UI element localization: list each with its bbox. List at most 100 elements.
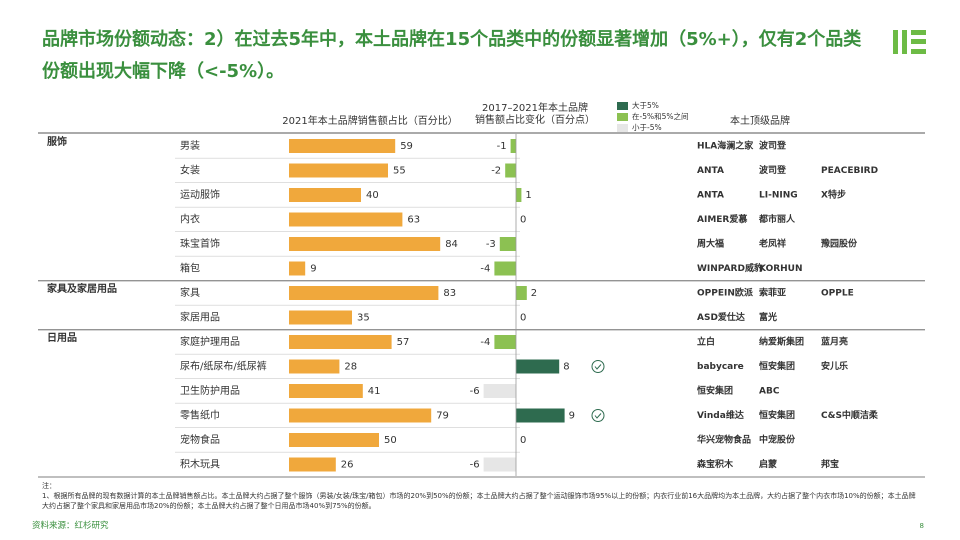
change-bar xyxy=(505,163,516,178)
change-bar xyxy=(494,335,516,349)
share-bar xyxy=(289,384,363,398)
change-bar xyxy=(483,457,516,472)
change-bar xyxy=(510,139,516,153)
brand-logo: OPPEIN欧派 xyxy=(697,287,754,299)
share-header: 2021年本土品牌销售额占比（百分比） xyxy=(282,114,457,127)
logo xyxy=(893,30,926,54)
note-label: 注： xyxy=(42,482,56,490)
category-label: 女装 xyxy=(180,164,200,177)
source: 资料来源：红杉研究 xyxy=(32,521,109,531)
change-value: 0 xyxy=(520,435,526,446)
change-value: -6 xyxy=(470,460,480,471)
category-label: 家居用品 xyxy=(180,311,220,324)
brand-logo: OPPLE xyxy=(821,289,854,299)
category-label: 运动服饰 xyxy=(180,188,220,201)
legend-label: 小于-5% xyxy=(632,123,662,132)
change-value: 1 xyxy=(525,190,531,201)
share-value: 40 xyxy=(366,190,379,201)
slide-title: 品牌市场份额动态：2）在过去5年中，本土品牌在15个品类中的份额显著增加（5%+… xyxy=(42,29,862,82)
change-value: -4 xyxy=(480,337,490,348)
change-bar xyxy=(516,359,560,374)
legend-swatch xyxy=(617,113,628,121)
brand-logo: 老凤祥 xyxy=(758,238,786,250)
category-label: 宠物食品 xyxy=(180,433,220,446)
change-bar xyxy=(494,261,516,276)
change-value: -4 xyxy=(480,264,490,275)
brand-logo: 恒安集团 xyxy=(759,360,795,372)
change-value: -2 xyxy=(491,166,501,177)
share-bar xyxy=(289,212,403,227)
change-bar xyxy=(516,188,522,202)
brand-logo: 豫园股份 xyxy=(821,238,858,250)
share-bar xyxy=(289,237,441,251)
change-value: 2 xyxy=(531,288,537,299)
brand-logo: ABC xyxy=(759,387,780,397)
brand-logo: 启蒙 xyxy=(759,458,777,470)
change-header: 销售额占比变化（百分点） xyxy=(475,113,595,126)
share-value: 79 xyxy=(436,411,449,422)
brand-logo: 华兴宠物食品 xyxy=(697,434,751,446)
brand-logo: LI-NING xyxy=(759,191,798,201)
brand-logo: ASD爱仕达 xyxy=(697,311,745,323)
brand-logo: Vinda维达 xyxy=(697,409,744,421)
brand-logo: ANTA xyxy=(697,166,724,176)
brand-logo: 中宠股份 xyxy=(759,434,796,446)
brand-logo: WINPARD威豹 xyxy=(697,262,763,274)
share-bar xyxy=(289,310,352,325)
brand-logo: HLA海澜之家 xyxy=(697,140,754,152)
share-bar xyxy=(289,286,439,300)
brands-header: 本土顶级品牌 xyxy=(730,114,790,127)
brand-logo: X特步 xyxy=(821,189,846,201)
brand-logo: AIMER爱慕 xyxy=(697,213,748,225)
brand-logo: C&S中顺洁柔 xyxy=(821,409,879,421)
share-value: 59 xyxy=(400,141,413,152)
group-label: 日用品 xyxy=(47,332,77,344)
category-label: 箱包 xyxy=(180,262,200,275)
category-label: 尿布/纸尿布/纸尿裤 xyxy=(180,360,267,373)
category-label: 男装 xyxy=(180,139,200,152)
share-bar xyxy=(289,457,336,472)
brand-logo: 都市丽人 xyxy=(758,213,796,225)
change-bar xyxy=(499,237,516,251)
brand-logo: ANTA xyxy=(697,191,724,201)
brand-logo: 富光 xyxy=(759,311,777,323)
brand-logo: PEACEBIRD xyxy=(821,166,878,176)
share-bar xyxy=(289,433,379,447)
share-value: 84 xyxy=(445,239,458,250)
share-value: 50 xyxy=(384,435,397,446)
note-text: 1、根据所有品牌的现有数据计算的本土品牌销售额占比。本土品牌大约占据了整个服饰（… xyxy=(42,492,916,510)
group-label: 家具及家居用品 xyxy=(47,282,117,295)
share-bar xyxy=(289,188,361,202)
share-value: 63 xyxy=(407,215,420,226)
check-mark xyxy=(594,413,602,419)
legend-label: 大于5% xyxy=(632,100,659,110)
share-bar xyxy=(289,261,306,276)
change-value: -1 xyxy=(497,141,507,152)
change-value: 9 xyxy=(569,411,575,422)
legend-label: 在-5%和5%之间 xyxy=(632,111,689,121)
share-value: 28 xyxy=(344,362,357,373)
brand-logo: 索菲亚 xyxy=(759,287,786,299)
brand-logo: 波司登 xyxy=(759,140,787,152)
share-value: 57 xyxy=(397,337,410,348)
share-value: 83 xyxy=(443,288,456,299)
change-bar xyxy=(516,286,527,300)
share-value: 35 xyxy=(357,313,370,324)
change-bar xyxy=(483,384,516,398)
change-value: 0 xyxy=(520,215,526,226)
category-label: 家具 xyxy=(180,286,200,299)
category-label: 积木玩具 xyxy=(180,459,220,471)
brand-logo: 安儿乐 xyxy=(821,360,848,372)
brand-logo: 恒安集团 xyxy=(697,385,733,397)
brand-logo: 蓝月亮 xyxy=(821,336,848,348)
check-icon xyxy=(591,360,605,373)
share-value: 26 xyxy=(341,460,354,471)
check-icon xyxy=(591,409,605,422)
brand-logo: 纳爱斯集团 xyxy=(759,336,804,348)
category-label: 家庭护理用品 xyxy=(180,335,240,348)
change-value: 8 xyxy=(563,362,569,373)
change-value: 0 xyxy=(520,313,526,324)
brand-logo: babycare xyxy=(697,362,744,372)
